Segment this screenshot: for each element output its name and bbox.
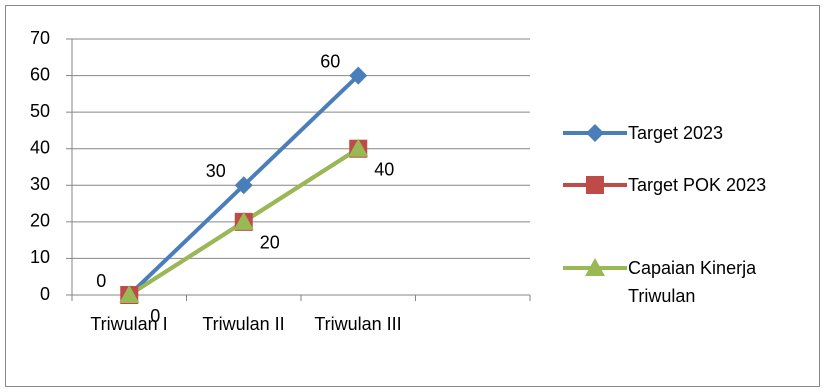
marker bbox=[234, 176, 253, 195]
marker bbox=[586, 124, 604, 142]
legend-label: Target 2023 bbox=[628, 123, 724, 143]
y-tick-label: 40 bbox=[30, 137, 50, 157]
legend-label: Target POK 2023 bbox=[628, 175, 767, 195]
marker bbox=[586, 176, 604, 194]
marker bbox=[585, 258, 605, 276]
data-label: 40 bbox=[374, 159, 394, 179]
x-tick-label: Triwulan II bbox=[202, 314, 285, 334]
y-tick-label: 0 bbox=[40, 284, 50, 304]
y-tick-label: 70 bbox=[30, 28, 50, 48]
data-label: 20 bbox=[260, 233, 280, 253]
marker bbox=[348, 138, 369, 157]
y-tick-label: 30 bbox=[30, 174, 50, 194]
data-label: 30 bbox=[206, 161, 226, 181]
y-tick-label: 60 bbox=[30, 64, 50, 84]
marker bbox=[119, 285, 140, 303]
x-tick-label: Triwulan I bbox=[90, 314, 168, 334]
data-label: 0 bbox=[96, 271, 106, 291]
y-tick-label: 20 bbox=[30, 211, 50, 231]
y-tick-label: 50 bbox=[30, 101, 50, 121]
marker bbox=[233, 211, 254, 230]
y-tick-label: 10 bbox=[30, 247, 50, 267]
legend-label: Capaian Kinerja Triwulan bbox=[628, 258, 757, 306]
marker bbox=[349, 66, 368, 85]
data-label: 60 bbox=[320, 51, 340, 71]
x-tick-label: Triwulan III bbox=[314, 314, 402, 334]
data-label: 0 bbox=[150, 306, 160, 326]
chart-border bbox=[5, 5, 820, 387]
